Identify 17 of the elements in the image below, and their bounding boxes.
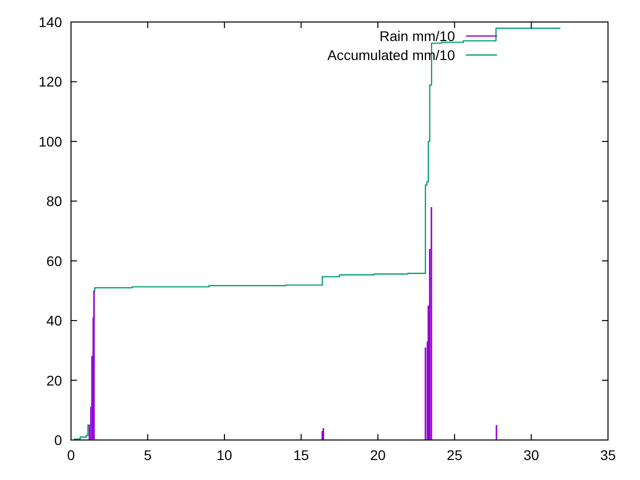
x-tick-label: 15 — [293, 447, 310, 463]
x-tick-label: 30 — [523, 447, 540, 463]
y-tick-label: 140 — [38, 14, 62, 30]
x-tick-label: 10 — [216, 447, 232, 463]
x-tick-label: 20 — [370, 447, 386, 463]
legend-label: Rain mm/10 — [380, 28, 456, 44]
y-tick-label: 80 — [46, 193, 62, 210]
x-tick-label: 0 — [67, 447, 76, 463]
y-tick-label: 60 — [46, 252, 62, 269]
y-tick-label: 20 — [46, 372, 62, 388]
y-tick-label: 120 — [38, 74, 62, 90]
x-tick-label: 5 — [144, 447, 152, 463]
x-tick-label: 35 — [600, 447, 616, 463]
x-tick-label: 25 — [446, 447, 463, 463]
y-tick-label: 40 — [46, 312, 62, 329]
y-tick-label: 100 — [38, 133, 62, 150]
y-tick-label: 0 — [54, 432, 62, 448]
